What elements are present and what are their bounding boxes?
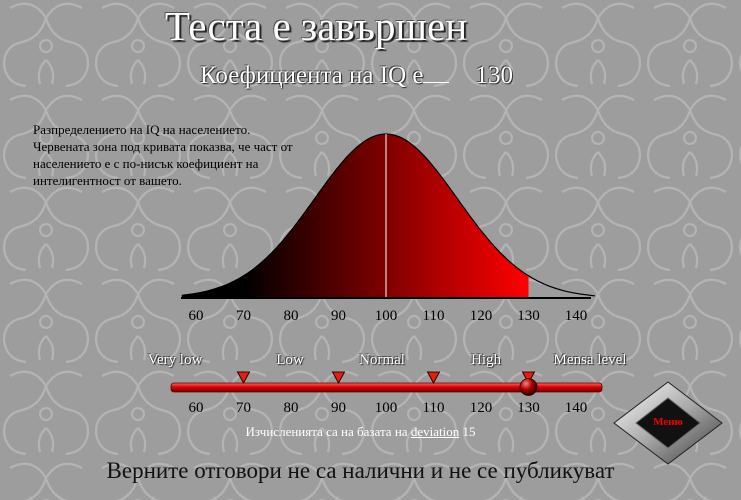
score-scale-bar [170,382,603,393]
page-title: Теста е завършен [164,3,468,49]
scale-category-label: Mensa level [553,352,627,368]
distribution-description: Разпределението на IQ на населението. Че… [33,122,293,188]
scale-category-label: Low [276,352,304,368]
menu-diamond-icon [613,381,723,465]
scale-category-label: Very low [147,352,203,368]
scale-marker [331,371,346,385]
tick-label: 140 [565,308,588,324]
iq-value: 130 [475,62,513,89]
tick-label: 140 [565,400,588,416]
answers-notice: Верните отговори не са налични и не се п… [106,458,615,483]
scale-marker [236,371,251,385]
scale-marker [521,371,536,385]
tick-label: 80 [284,308,299,324]
iq-label: Коефициента на IQ е [200,62,424,89]
tick-label: 70 [236,400,251,416]
menu-label: Меню [653,416,683,428]
tick-label: 130 [517,400,540,416]
scale-category-label: High [471,352,501,368]
tick-label: 70 [236,308,251,324]
shaded-area [181,134,529,298]
tick-label: 120 [470,400,493,416]
tick-label: 90 [331,400,346,416]
tick-label: 100 [375,400,398,416]
scale-marker [426,371,441,385]
tick-label: 130 [517,308,540,324]
iq-result-line: Коефициента на IQ е 130 [200,62,513,90]
deviation-note: Изчисленията са на базата на deviation 1… [0,424,741,440]
tick-label: 80 [284,400,299,416]
tick-label: 90 [331,308,346,324]
tick-label: 120 [470,308,493,324]
score-indicator [519,378,538,396]
tick-label: 100 [375,308,398,324]
tick-label: 110 [423,308,445,324]
deviation-value: 15 [462,424,476,439]
deviation-note-text: Изчисленията са на базата на [245,424,408,439]
tick-label: 110 [423,400,445,416]
distribution-curve [181,133,596,297]
deviation-link[interactable]: deviation [410,424,460,439]
menu-button[interactable]: Меню [612,380,724,466]
scale-category-label: Normal [359,352,405,368]
iq-label-underline [423,62,450,83]
tick-label: 60 [189,308,204,324]
tick-label: 60 [189,400,204,416]
